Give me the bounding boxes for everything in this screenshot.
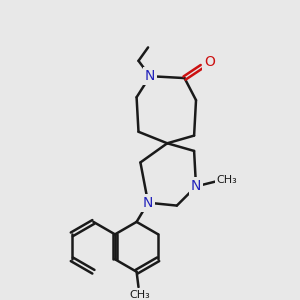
Text: N: N <box>145 69 155 83</box>
Text: N: N <box>191 179 201 194</box>
Text: O: O <box>204 55 215 69</box>
Text: CH₃: CH₃ <box>129 290 150 300</box>
Text: CH₃: CH₃ <box>216 175 237 185</box>
Text: N: N <box>143 196 153 210</box>
